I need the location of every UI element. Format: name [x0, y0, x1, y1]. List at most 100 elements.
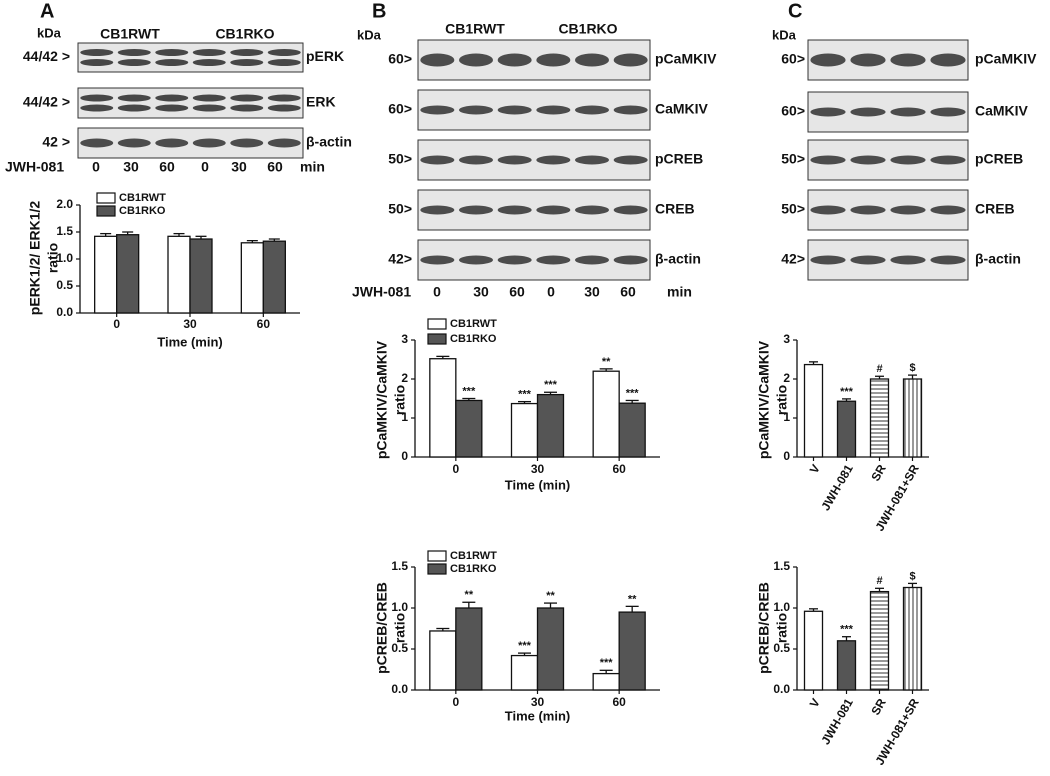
group-label: CB1RWT [100, 26, 160, 42]
y-tick-label: 3 [783, 332, 790, 346]
band [613, 255, 648, 265]
significance-label: # [876, 575, 882, 587]
band [536, 155, 571, 165]
lane-label: 0 [201, 159, 209, 175]
y-tick-label: 1.0 [391, 600, 408, 614]
blot-box [417, 139, 651, 181]
blot-box [77, 127, 304, 159]
size-marker: 60> [388, 101, 412, 117]
band [117, 94, 151, 102]
bar [94, 235, 118, 314]
band [497, 155, 532, 165]
bar [167, 235, 191, 314]
kda-label: kDa [357, 27, 382, 42]
y-tick-label: 0.5 [773, 641, 790, 655]
blot-box [417, 239, 651, 281]
significance-label: ** [546, 590, 555, 602]
lane-label: 30 [584, 284, 600, 300]
kda-label: kDa [772, 27, 797, 42]
band [80, 104, 114, 112]
band [230, 138, 264, 148]
band [613, 155, 648, 165]
y-tick-label: 1.0 [56, 251, 73, 265]
panel-label: C [788, 0, 802, 22]
legend-swatch [427, 318, 447, 330]
band [458, 105, 494, 115]
bar [116, 234, 140, 314]
bar [869, 378, 890, 458]
protein-label: β-actin [975, 251, 1021, 267]
band [930, 155, 966, 165]
band [80, 59, 114, 66]
protein-label: CaMKIV [655, 101, 709, 117]
band [230, 104, 264, 112]
significance-label: *** [600, 657, 614, 669]
significance-label: *** [544, 379, 558, 391]
x-tick-label: 30 [531, 695, 545, 709]
size-marker: 60> [781, 103, 805, 119]
y-tick-label: 0.0 [56, 305, 73, 319]
band [497, 53, 532, 67]
blot-box [77, 42, 304, 73]
band [613, 105, 648, 115]
bar [536, 393, 565, 458]
band [458, 53, 494, 67]
lane-label: 60 [620, 284, 636, 300]
band [890, 107, 926, 117]
x-tick-label: 60 [612, 462, 626, 476]
panel-label: A [40, 0, 54, 22]
protein-label: β-actin [655, 251, 701, 267]
y-tick-label: 2 [401, 371, 408, 385]
band [192, 104, 226, 112]
band [155, 59, 189, 66]
band [810, 205, 846, 215]
band [497, 205, 532, 215]
band [850, 107, 886, 117]
band [267, 104, 301, 112]
size-marker: 42> [388, 251, 412, 267]
significance-label: ** [628, 593, 637, 605]
y-tick-label: 1 [783, 410, 790, 424]
y-axis-label: ratio [392, 613, 408, 643]
band [810, 255, 846, 265]
band [497, 255, 532, 265]
band [890, 205, 926, 215]
lane-label: 60 [267, 159, 283, 175]
y-tick-label: 1.5 [773, 559, 790, 573]
blot-box [417, 89, 651, 131]
bar [189, 238, 213, 314]
band [80, 138, 114, 148]
band [117, 49, 151, 56]
lane-label: 30 [231, 159, 247, 175]
x-tick-label: SR [868, 462, 889, 484]
band [230, 49, 264, 56]
significance-label: *** [462, 385, 476, 397]
band [155, 94, 189, 102]
legend-label: CB1RWT [450, 318, 497, 330]
band [117, 104, 151, 112]
legend-swatch [427, 333, 447, 345]
significance-label: *** [626, 387, 640, 399]
band [574, 53, 610, 67]
band [574, 205, 610, 215]
legend-label: CB1RWT [450, 550, 497, 562]
band [574, 105, 610, 115]
y-tick-label: 2 [783, 371, 790, 385]
y-axis-label: pCaMKIV/CaMKIV [374, 340, 390, 459]
lane-unit: min [667, 284, 692, 300]
bar [510, 654, 539, 691]
band [458, 155, 494, 165]
bar [510, 402, 539, 458]
size-marker: 50> [781, 201, 805, 217]
protein-label: pCaMKIV [655, 51, 717, 67]
bar [262, 240, 286, 314]
band [930, 255, 966, 265]
size-marker: 44/42 > [23, 48, 70, 64]
size-marker: 42 > [42, 134, 70, 150]
band [850, 155, 886, 165]
bar [869, 590, 890, 691]
protein-label: ERK [306, 94, 336, 110]
size-marker: 50> [388, 151, 412, 167]
legend-swatch [427, 563, 447, 575]
